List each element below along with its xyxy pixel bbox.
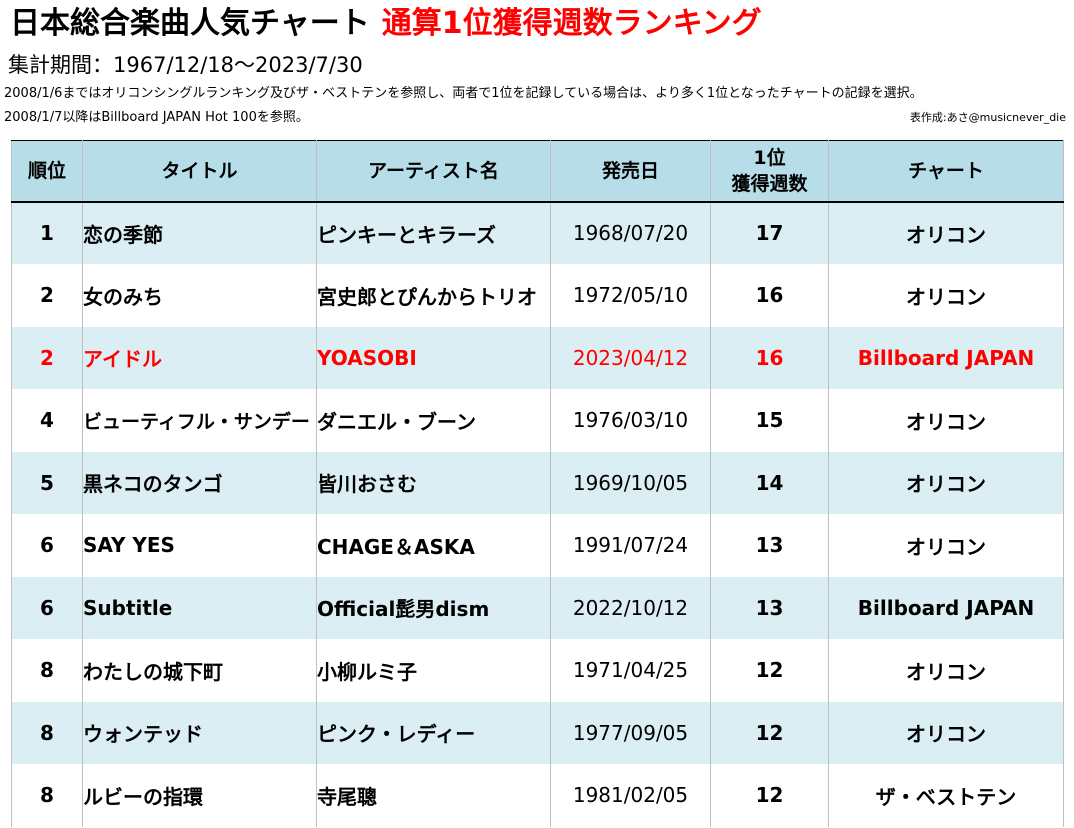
- column-header-chart: チャート: [828, 140, 1064, 203]
- column-header-rank: 順位: [11, 140, 83, 203]
- artist-cell: 皆川おさむ: [316, 451, 551, 514]
- rank-cell: 6: [11, 514, 83, 577]
- chart-cell: オリコン: [828, 639, 1064, 702]
- release-date-cell: 1971/04/25: [550, 639, 711, 702]
- ranking-table: 順位 タイトル アーティスト名 発売日 1位獲得週数 チャート 1 恋の季節 ピンキ…: [11, 140, 1064, 827]
- title-cell: アイドル: [82, 326, 317, 389]
- artist-cell: 寺尾聰: [316, 764, 551, 827]
- column-header-weeks-line-2: 獲得週数: [731, 172, 808, 195]
- weeks-cell: 12: [710, 764, 829, 827]
- page-title-accent: 通算1位獲得週数ランキング: [381, 6, 762, 41]
- rank-cell: 6: [11, 576, 83, 639]
- artist-cell: 小柳ルミ子: [316, 639, 551, 702]
- chart-cell: Billboard JAPAN: [828, 326, 1064, 389]
- chart-cell: オリコン: [828, 264, 1064, 327]
- table-row: 8 ルビーの指環 寺尾聰 1981/02/05 12 ザ・ベストテン: [11, 764, 1064, 827]
- chart-cell: オリコン: [828, 701, 1064, 764]
- chart-cell: オリコン: [828, 451, 1064, 514]
- weeks-cell: 17: [710, 201, 829, 264]
- methodology-note-2: 2008/1/7以降はBillboard JAPAN Hot 100を参照。: [4, 110, 309, 125]
- weeks-cell: 16: [710, 264, 829, 327]
- title-cell: Subtitle: [82, 576, 317, 639]
- title-cell: 恋の季節: [82, 201, 317, 264]
- release-date-cell: 1976/03/10: [550, 389, 711, 452]
- table-row: 8 わたしの城下町 小柳ルミ子 1971/04/25 12 オリコン: [11, 639, 1064, 702]
- chart-cell: ザ・ベストテン: [828, 764, 1064, 827]
- chart-cell: Billboard JAPAN: [828, 576, 1064, 639]
- artist-cell: CHAGE＆ASKA: [316, 514, 551, 577]
- weeks-cell: 14: [710, 451, 829, 514]
- table-row: 2 女のみち 宮史郎とぴんからトリオ 1972/05/10 16 オリコン: [11, 264, 1064, 327]
- title-cell: 黒ネコのタンゴ: [82, 451, 317, 514]
- aggregation-period-label: 集計期間：: [8, 53, 113, 77]
- rank-cell: 8: [11, 701, 83, 764]
- artist-cell: ピンキーとキラーズ: [316, 201, 551, 264]
- artist-cell: YOASOBI: [316, 326, 551, 389]
- page-title: 日本総合楽曲人気チャート 通算1位獲得週数ランキング: [10, 2, 762, 46]
- weeks-cell: 13: [710, 576, 829, 639]
- table-row: 6 Subtitle Official髭男dism 2022/10/12 13 Billb…: [11, 576, 1064, 639]
- column-header-title: タイトル: [82, 140, 317, 203]
- rank-cell: 2: [11, 326, 83, 389]
- column-header-weeks-at-number-one: 1位獲得週数: [710, 140, 829, 203]
- release-date-cell: 1972/05/10: [550, 264, 711, 327]
- rank-cell: 4: [11, 389, 83, 452]
- column-header-artist: アーティスト名: [316, 140, 551, 203]
- release-date-cell: 2022/10/12: [550, 576, 711, 639]
- artist-cell: Official髭男dism: [316, 576, 551, 639]
- title-cell: 女のみち: [82, 264, 317, 327]
- table-row: 1 恋の季節 ピンキーとキラーズ 1968/07/20 17 オリコン: [11, 201, 1064, 264]
- column-header-release-date: 発売日: [550, 140, 711, 203]
- table-row: 8 ウォンテッド ピンク・レディー 1977/09/05 12 オリコン: [11, 701, 1064, 764]
- rank-cell: 8: [11, 764, 83, 827]
- release-date-cell: 1977/09/05: [550, 701, 711, 764]
- weeks-cell: 16: [710, 326, 829, 389]
- author-credit: 表作成:あさ@musicnever_die: [909, 111, 1066, 124]
- table-row: 4 ビューティフル・サンデー ダニエル・ブーン 1976/03/10 15 オリコン: [11, 389, 1064, 452]
- title-cell: ルビーの指環: [82, 764, 317, 827]
- table-row: 5 黒ネコのタンゴ 皆川おさむ 1969/10/05 14 オリコン: [11, 451, 1064, 514]
- column-header-weeks-line-1: 1位: [753, 146, 786, 169]
- chart-cell: オリコン: [828, 389, 1064, 452]
- title-cell: ウォンテッド: [82, 701, 317, 764]
- weeks-cell: 15: [710, 389, 829, 452]
- page-title-main: 日本総合楽曲人気チャート: [10, 6, 370, 41]
- methodology-note-1: 2008/1/6まではオリコンシングルランキング及びザ・ベストテンを参照し、両者…: [4, 86, 923, 101]
- release-date-cell: 1969/10/05: [550, 451, 711, 514]
- chart-cell: オリコン: [828, 201, 1064, 264]
- weeks-cell: 12: [710, 701, 829, 764]
- artist-cell: 宮史郎とぴんからトリオ: [316, 264, 551, 327]
- rank-cell: 1: [11, 201, 83, 264]
- release-date-cell: 1968/07/20: [550, 201, 711, 264]
- title-cell: ビューティフル・サンデー: [82, 389, 317, 452]
- aggregation-period: 集計期間：1967/12/18～2023/7/30: [8, 51, 363, 79]
- weeks-cell: 13: [710, 514, 829, 577]
- table-row: 2 アイドル YOASOBI 2023/04/12 16 Billboard JAPAN: [11, 326, 1064, 389]
- chart-cell: オリコン: [828, 514, 1064, 577]
- title-cell: SAY YES: [82, 514, 317, 577]
- release-date-cell: 1991/07/24: [550, 514, 711, 577]
- aggregation-period-range: 1967/12/18～2023/7/30: [113, 53, 363, 77]
- ranking-table-body: 1 恋の季節 ピンキーとキラーズ 1968/07/20 17 オリコン 2 女のみち 宮史郎とぴ…: [11, 201, 1064, 827]
- table-row: 6 SAY YES CHAGE＆ASKA 1991/07/24 13 オリコン: [11, 514, 1064, 577]
- release-date-cell: 1981/02/05: [550, 764, 711, 827]
- release-date-cell: 2023/04/12: [550, 326, 711, 389]
- artist-cell: ダニエル・ブーン: [316, 389, 551, 452]
- rank-cell: 5: [11, 451, 83, 514]
- title-cell: わたしの城下町: [82, 639, 317, 702]
- weeks-cell: 12: [710, 639, 829, 702]
- artist-cell: ピンク・レディー: [316, 701, 551, 764]
- rank-cell: 8: [11, 639, 83, 702]
- rank-cell: 2: [11, 264, 83, 327]
- table-header-row: 順位 タイトル アーティスト名 発売日 1位獲得週数 チャート: [11, 140, 1064, 203]
